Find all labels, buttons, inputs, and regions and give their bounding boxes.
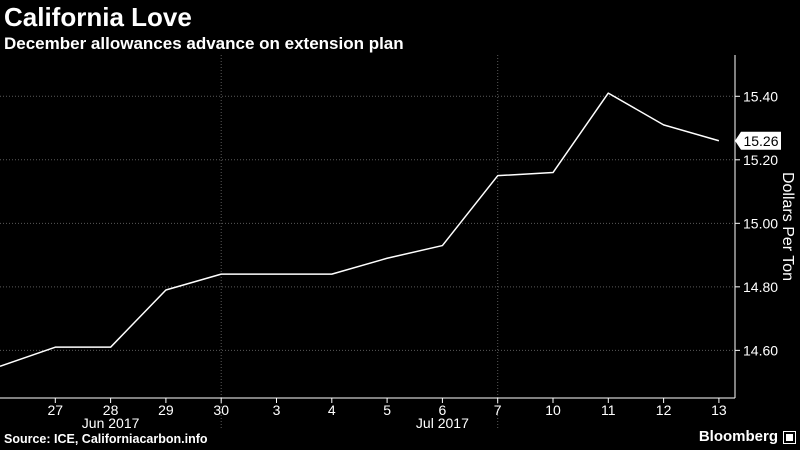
label-layer: 15.26 (735, 131, 781, 150)
y-tick-label: 15.00 (743, 215, 778, 231)
price-line (0, 92, 720, 367)
month-label: Jul 2017 (416, 415, 469, 431)
chart-subtitle: December allowances advance on extension… (4, 34, 404, 53)
y-axis: 14.60 14.80 15.00 15.20 15.40 Dollars Per Ton (734, 55, 796, 398)
series-layer (0, 92, 720, 367)
month-label: Jun 2017 (82, 415, 140, 431)
x-tick-label: 11 (601, 402, 616, 418)
last-value-tag (735, 131, 781, 150)
x-tick-label: 5 (383, 402, 391, 418)
x-tick-label: 10 (545, 402, 561, 418)
x-tick-label: 29 (158, 402, 174, 418)
y-tick-label: 15.20 (743, 152, 778, 168)
x-tick-label: 3 (273, 402, 281, 418)
x-tick-label: 4 (328, 402, 336, 418)
x-tick-label: 27 (48, 402, 64, 418)
bloomberg-mark-icon (783, 431, 796, 444)
chart-title: California Love (4, 2, 192, 32)
x-tick-label: 30 (213, 402, 229, 418)
x-tick-label: 7 (494, 402, 502, 418)
y-tick-label: 15.40 (743, 88, 778, 104)
y-axis-title: Dollars Per Ton (779, 172, 796, 281)
x-axis: 27 28 29 30 3 4 5 6 7 10 11 12 13 Jun 2017 Jul 2017 (0, 397, 735, 431)
y-tick-label: 14.80 (743, 279, 778, 295)
last-value-label: 15.26 (743, 133, 778, 149)
x-tick-label: 6 (439, 402, 447, 418)
grid-layer (0, 55, 735, 428)
x-tick-label: 12 (656, 402, 672, 418)
brand-logo: Bloomberg (698, 428, 778, 445)
x-tick-label: 28 (103, 402, 119, 418)
source-note: Source: ICE, Californiacarbon.info (4, 432, 208, 446)
x-tick-label: 13 (711, 402, 727, 418)
y-tick-label: 14.60 (743, 342, 778, 358)
